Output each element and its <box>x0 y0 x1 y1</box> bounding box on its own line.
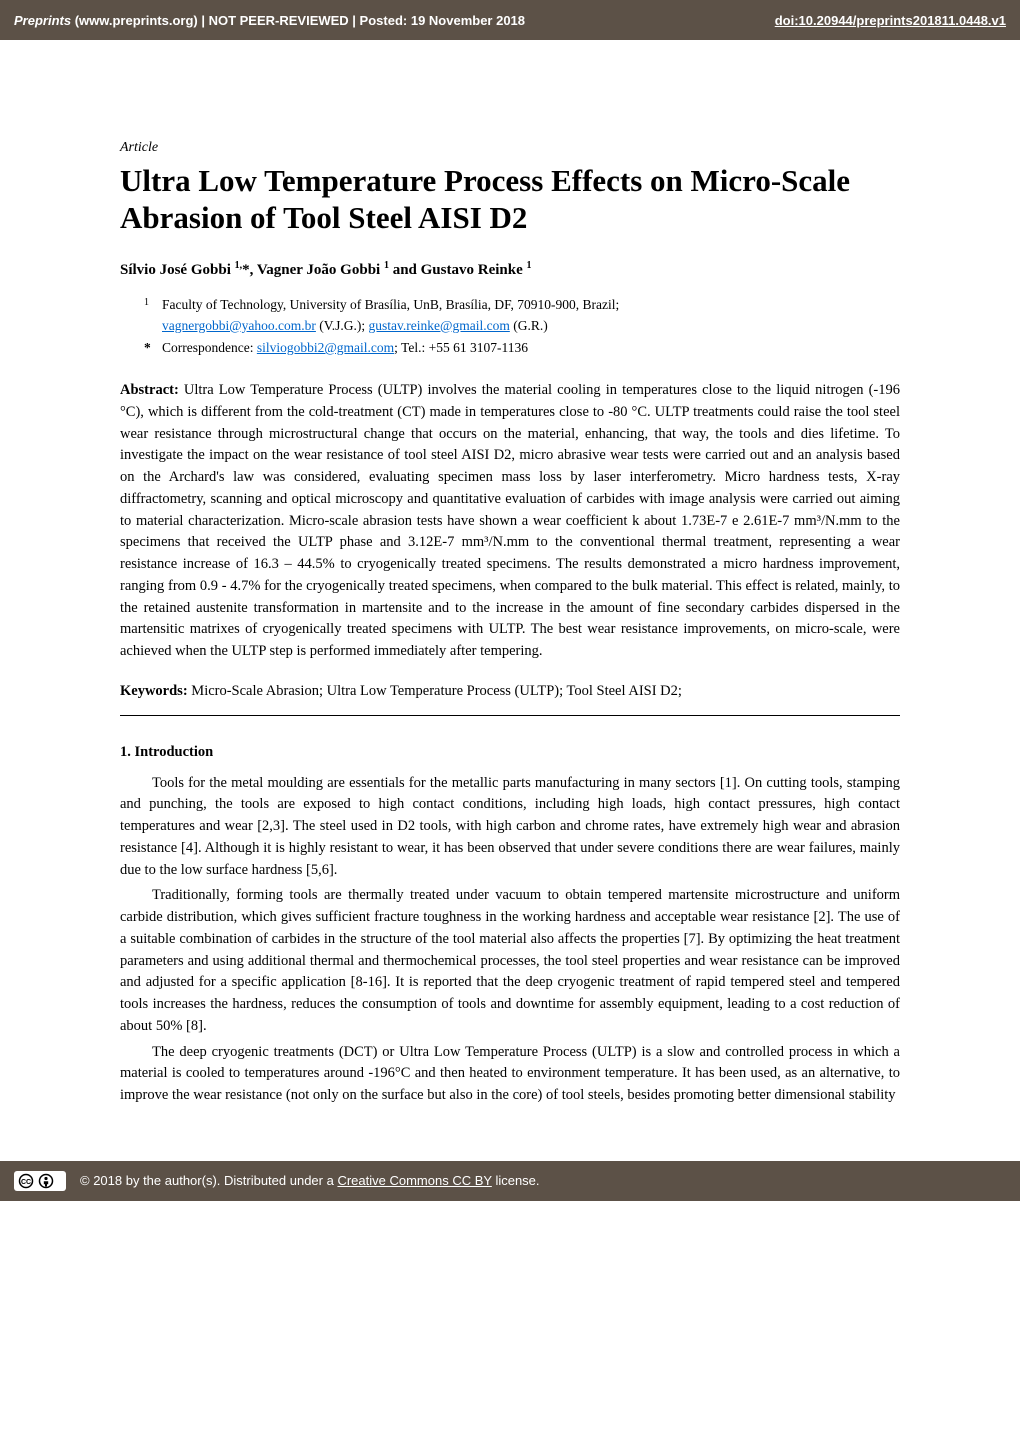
abstract-text: Ultra Low Temperature Process (ULTP) inv… <box>120 382 900 659</box>
email-link[interactable]: vagnergobbi@yahoo.com.br <box>162 318 316 333</box>
section-heading: 1. Introduction <box>120 744 900 761</box>
banner-left: Preprints (www.preprints.org) | NOT PEER… <box>14 13 525 28</box>
correspondence-marker: * <box>144 338 162 358</box>
abstract-block: Abstract: Ultra Low Temperature Process … <box>120 380 900 663</box>
abstract-label: Abstract: <box>120 382 179 398</box>
license-link[interactable]: Creative Commons CC BY <box>337 1173 491 1188</box>
body-paragraph: Tools for the metal moulding are essenti… <box>120 773 900 882</box>
authors-line: Sílvio José Gobbi 1,*, Vagner João Gobbi… <box>120 260 900 279</box>
affiliation-marker: 1 <box>144 295 162 336</box>
keywords-block: Keywords: Micro-Scale Abrasion; Ultra Lo… <box>120 681 900 716</box>
affiliations-block: 1 Faculty of Technology, University of B… <box>144 295 900 358</box>
affiliation-row: 1 Faculty of Technology, University of B… <box>144 295 900 336</box>
svg-text:CC: CC <box>21 1179 31 1186</box>
article-title: Ultra Low Temperature Process Effects on… <box>120 162 900 236</box>
article-type-label: Article <box>120 140 900 156</box>
email-link[interactable]: gustav.reinke@gmail.com <box>369 318 510 333</box>
correspondence-row: * Correspondence: silviogobbi2@gmail.com… <box>144 338 900 358</box>
keywords-text: Micro-Scale Abrasion; Ultra Low Temperat… <box>188 683 682 699</box>
license-footer-banner: CC © 2018 by the author(s). Distributed … <box>0 1161 1020 1201</box>
body-paragraph: The deep cryogenic treatments (DCT) or U… <box>120 1042 900 1107</box>
preprints-label: Preprints <box>14 13 71 28</box>
cc-by-badge-icon: CC <box>14 1171 66 1191</box>
correspondence-text: Correspondence: silviogobbi2@gmail.com; … <box>162 338 528 358</box>
copyright-text: © 2018 by the author(s). Distributed und… <box>80 1173 540 1188</box>
email-link[interactable]: silviogobbi2@gmail.com <box>257 340 394 355</box>
page-content: Article Ultra Low Temperature Process Ef… <box>0 40 1020 1141</box>
body-paragraph: Traditionally, forming tools are thermal… <box>120 885 900 1037</box>
banner-site-text: (www.preprints.org) | NOT PEER-REVIEWED … <box>71 13 525 28</box>
preprint-header-banner: Preprints (www.preprints.org) | NOT PEER… <box>0 0 1020 40</box>
affiliation-text: Faculty of Technology, University of Bra… <box>162 295 619 336</box>
banner-doi[interactable]: doi:10.20944/preprints201811.0448.v1 <box>775 13 1006 28</box>
keywords-label: Keywords: <box>120 683 188 699</box>
